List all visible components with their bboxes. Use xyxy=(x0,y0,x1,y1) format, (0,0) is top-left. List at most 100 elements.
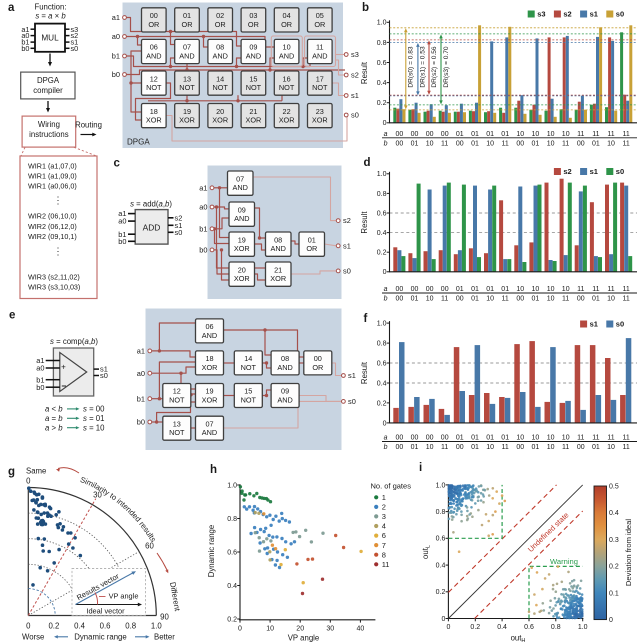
svg-text:AND: AND xyxy=(234,214,249,223)
svg-text:23: 23 xyxy=(316,107,324,116)
svg-text:b1: b1 xyxy=(21,38,29,47)
svg-text:10: 10 xyxy=(532,131,540,138)
svg-text:WIR2 (06,10,0): WIR2 (06,10,0) xyxy=(28,212,77,221)
svg-text:00: 00 xyxy=(577,140,585,147)
svg-text:outH: outH xyxy=(511,634,526,644)
svg-text:a1: a1 xyxy=(112,13,120,22)
svg-text:10: 10 xyxy=(486,296,494,303)
svg-text:1.0: 1.0 xyxy=(377,20,387,27)
svg-text:OR: OR xyxy=(281,20,292,29)
svg-text:13: 13 xyxy=(173,419,181,428)
svg-text:b0: b0 xyxy=(36,383,44,392)
svg-text:0.8: 0.8 xyxy=(227,516,237,523)
svg-text:14: 14 xyxy=(216,74,224,83)
svg-text:s2: s2 xyxy=(563,167,571,176)
svg-text:0.6: 0.6 xyxy=(227,549,237,556)
svg-text:a: a xyxy=(8,2,15,14)
svg-text:1: 1 xyxy=(382,493,386,502)
svg-text:s = 01: s = 01 xyxy=(83,414,104,423)
svg-text:11: 11 xyxy=(607,435,614,442)
svg-text:Routing: Routing xyxy=(75,121,102,130)
svg-text:Wiring: Wiring xyxy=(38,120,60,129)
svg-text:s1: s1 xyxy=(590,10,598,19)
svg-text:NOT: NOT xyxy=(246,83,262,92)
svg-text:a1: a1 xyxy=(21,25,29,34)
svg-text:11: 11 xyxy=(577,435,584,442)
svg-text:a < b: a < b xyxy=(45,405,63,414)
svg-text:00: 00 xyxy=(314,354,322,363)
svg-text:10: 10 xyxy=(516,131,524,138)
svg-text:8: 8 xyxy=(382,550,386,559)
svg-text:0.6: 0.6 xyxy=(377,60,387,67)
svg-text:22: 22 xyxy=(283,107,291,116)
svg-text:s2: s2 xyxy=(563,10,571,19)
svg-text:01: 01 xyxy=(501,286,509,293)
svg-text:s1: s1 xyxy=(351,91,359,100)
svg-text:0.4: 0.4 xyxy=(377,80,387,87)
svg-text:10: 10 xyxy=(607,444,615,451)
svg-text:11: 11 xyxy=(623,296,630,303)
svg-text:03: 03 xyxy=(249,11,257,20)
svg-text:s3: s3 xyxy=(537,10,545,19)
svg-text:02: 02 xyxy=(216,11,224,20)
svg-text:01: 01 xyxy=(532,296,540,303)
svg-text:0.4: 0.4 xyxy=(74,622,86,631)
svg-text:2: 2 xyxy=(382,503,386,512)
svg-text:01: 01 xyxy=(471,296,479,303)
svg-text:10: 10 xyxy=(547,131,555,138)
svg-text:21: 21 xyxy=(274,265,282,274)
svg-text:DPGA: DPGA xyxy=(127,138,150,147)
svg-text:10: 10 xyxy=(266,625,274,632)
svg-text:4: 4 xyxy=(382,522,386,531)
svg-text:15: 15 xyxy=(249,74,257,83)
svg-text:WIR1 (a1,09,0): WIR1 (a1,09,0) xyxy=(28,171,77,180)
svg-text:s0: s0 xyxy=(616,320,624,329)
svg-text:0.2: 0.2 xyxy=(436,589,446,596)
svg-text:10: 10 xyxy=(516,435,524,442)
svg-text:b1: b1 xyxy=(118,230,126,239)
svg-text:10: 10 xyxy=(607,296,615,303)
svg-text:01: 01 xyxy=(592,296,600,303)
svg-text:00: 00 xyxy=(396,286,404,293)
svg-text:No. of gates: No. of gates xyxy=(371,482,412,491)
svg-text:AND: AND xyxy=(312,52,327,61)
svg-text:VP angle: VP angle xyxy=(109,591,139,600)
svg-text:a = b: a = b xyxy=(45,414,63,423)
svg-text:11: 11 xyxy=(502,444,509,451)
svg-text:10: 10 xyxy=(486,140,494,147)
svg-text:0.8: 0.8 xyxy=(377,40,387,47)
svg-text:NOT: NOT xyxy=(212,83,228,92)
svg-text:a0: a0 xyxy=(36,364,44,373)
svg-text:06: 06 xyxy=(150,43,158,52)
svg-text:1.0: 1.0 xyxy=(151,622,163,631)
svg-text:compiler: compiler xyxy=(33,86,63,95)
svg-text:b1: b1 xyxy=(112,52,120,61)
svg-text:s0: s0 xyxy=(71,44,79,53)
svg-text:s1: s1 xyxy=(100,365,108,374)
svg-text:outL: outL xyxy=(421,545,432,559)
svg-text:AND: AND xyxy=(279,52,294,61)
svg-text:00: 00 xyxy=(396,444,404,451)
svg-text:s2: s2 xyxy=(351,71,359,80)
svg-text:s1: s1 xyxy=(590,167,598,176)
svg-text:01: 01 xyxy=(411,140,419,147)
svg-text:0.4: 0.4 xyxy=(377,230,387,237)
svg-text:WIR3 (s3,10,03): WIR3 (s3,10,03) xyxy=(28,283,80,292)
svg-text:1.0: 1.0 xyxy=(377,321,387,328)
svg-text:AND: AND xyxy=(270,244,285,253)
svg-text:00: 00 xyxy=(516,296,524,303)
svg-text:XOR: XOR xyxy=(202,363,218,372)
svg-text:0: 0 xyxy=(383,269,387,276)
svg-text:01: 01 xyxy=(532,140,540,147)
svg-text:0: 0 xyxy=(238,625,242,632)
svg-text:01: 01 xyxy=(471,140,479,147)
svg-text:XOR: XOR xyxy=(212,116,228,125)
svg-text:s0: s0 xyxy=(348,397,356,406)
svg-text:a0: a0 xyxy=(137,369,145,378)
svg-text:WIR3 (s2,11,02): WIR3 (s2,11,02) xyxy=(28,273,80,282)
svg-text:16: 16 xyxy=(283,74,291,83)
svg-text:s = comp(a,b): s = comp(a,b) xyxy=(50,337,98,346)
svg-text:00: 00 xyxy=(577,444,585,451)
svg-text:11: 11 xyxy=(441,444,448,451)
svg-text:AND: AND xyxy=(202,428,217,437)
